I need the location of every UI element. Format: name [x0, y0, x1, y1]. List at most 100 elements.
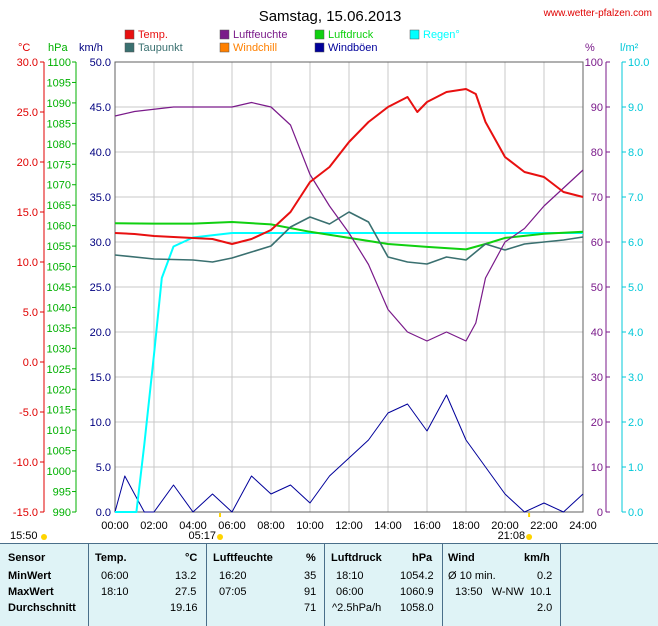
humidity-tick-label: 100 [585, 57, 603, 69]
wind-tick-label: 25.0 [90, 282, 111, 294]
x-tick-label: 10:00 [296, 520, 324, 532]
wind-tick-label: 50.0 [90, 57, 111, 69]
temp-tick-label: 10.0 [17, 257, 38, 269]
wind-unit-label: km/h [79, 42, 103, 54]
header-wind: Wind [448, 552, 475, 564]
avg-press-value: 1058.0 [400, 602, 434, 614]
summary-table: Sensor Temp. °C Luftfeuchte % Luftdruck … [0, 543, 658, 626]
wind-max-value: 10.1 [530, 586, 552, 598]
avg-wind-value: 2.0 [537, 602, 553, 614]
table-divider [324, 544, 325, 626]
rain-tick-label: 8.0 [628, 147, 643, 159]
wind-tick-label: 5.0 [96, 462, 111, 474]
rain-tick-label: 5.0 [628, 282, 643, 294]
humidity-tick-label: 50 [591, 282, 603, 294]
website-link[interactable]: www.wetter-pfalzen.com [543, 8, 652, 19]
legend-swatch-humidity [219, 29, 230, 40]
header-temp-unit: °C [185, 552, 198, 564]
pressure-tick-label: 1045 [47, 282, 71, 294]
header-humidity: Luftfeuchte [213, 552, 273, 564]
table-divider [206, 544, 207, 626]
min-temp-time: 06:00 [101, 570, 129, 582]
max-press-time: 06:00 [336, 586, 364, 598]
x-tick-label: 22:00 [530, 520, 558, 532]
temp-tick-label: 30.0 [17, 57, 38, 69]
sunrise-label: 05:17 [188, 530, 216, 540]
temp-unit-label: °C [18, 42, 30, 54]
row-label-max: MaxWert [8, 586, 54, 598]
x-tick-label: 02:00 [140, 520, 168, 532]
temp-tick-label: -10.0 [13, 457, 38, 469]
x-tick-label: 06:00 [218, 520, 246, 532]
temp-tick-label: 25.0 [17, 107, 38, 119]
pressure-tick-label: 1065 [47, 200, 71, 212]
temp-tick-label: 15.0 [17, 207, 38, 219]
humidity-tick-label: 60 [591, 237, 603, 249]
table-divider [442, 544, 443, 626]
pressure-tick-label: 1080 [47, 139, 71, 151]
rain-line [115, 232, 583, 513]
pressure-tick-label: 1075 [47, 159, 71, 171]
wind-avg-label: Ø 10 min. [448, 570, 496, 582]
pressure-tick-label: 1100 [47, 57, 71, 69]
humidity-tick-label: 30 [591, 372, 603, 384]
sunset-label: 21:08 [498, 530, 526, 540]
x-tick-label: 16:00 [413, 520, 441, 532]
rain-tick-label: 2.0 [628, 417, 643, 429]
pressure-tick-label: 1005 [47, 446, 71, 458]
max-temp-value: 27.5 [175, 586, 197, 598]
legend-swatch-rain [409, 29, 420, 40]
pressure-line [114, 221, 584, 251]
humidity-tick-label: 70 [591, 192, 603, 204]
legend-label-windchill: Windchill [233, 42, 277, 54]
pressure-tick-label: 1000 [47, 466, 71, 478]
header-wind-unit: km/h [524, 552, 550, 564]
rain-unit-label: l/m² [620, 42, 639, 54]
humidity-tick-label: 90 [591, 102, 603, 114]
header-pressure-unit: hPa [412, 552, 433, 564]
humidity-tick-label: 80 [591, 147, 603, 159]
sunrise-tick [219, 513, 222, 517]
pressure-tick-label: 1060 [47, 221, 71, 233]
pressure-tick-label: 1025 [47, 364, 71, 376]
pressure-tick-label: 1070 [47, 180, 71, 192]
rain-tick-label: 6.0 [628, 237, 643, 249]
legend-swatch-temp [124, 29, 135, 40]
x-tick-label: 24:00 [569, 520, 597, 532]
temp-tick-label: 20.0 [17, 157, 38, 169]
pressure-tick-label: 1020 [47, 384, 71, 396]
legend-swatch-gusts [314, 42, 325, 53]
header-temp: Temp. [95, 552, 127, 564]
pressure-unit-label: hPa [48, 42, 68, 54]
pressure-tick-label: 1030 [47, 343, 71, 355]
wind-tick-label: 40.0 [90, 147, 111, 159]
chart-series [114, 88, 584, 513]
min-press-value: 1054.2 [400, 570, 434, 582]
max-temp-time: 18:10 [101, 586, 129, 598]
header-pressure: Luftdruck [331, 552, 382, 564]
temp-line [114, 88, 584, 245]
pressure-tick-label: 1010 [47, 425, 71, 437]
right-axes: 100908070605040302010010.09.08.07.06.05.… [585, 57, 650, 519]
avg-temp-value: 19.16 [170, 602, 198, 614]
x-tick-label: 18:00 [452, 520, 480, 532]
legend-label-rain: Regen° [423, 29, 460, 41]
weather-chart: Samstag, 15.06.2013 www.wetter-pfalzen.c… [10, 8, 652, 540]
wind-tick-label: 20.0 [90, 327, 111, 339]
gusts-line [114, 394, 584, 513]
wind-tick-label: 35.0 [90, 192, 111, 204]
min-temp-value: 13.2 [175, 570, 197, 582]
wind-tick-label: 15.0 [90, 372, 111, 384]
min-hum-value: 35 [304, 570, 317, 582]
sunset-icon [526, 534, 533, 540]
x-tick-label: 20:00 [491, 520, 519, 532]
humidity-line [114, 101, 584, 342]
pressure-tick-label: 1095 [47, 77, 71, 89]
max-hum-time: 07:05 [219, 586, 247, 598]
table-divider [88, 544, 89, 626]
pressure-tick-label: 1055 [47, 241, 71, 253]
temp-tick-label: 0.0 [23, 357, 38, 369]
row-label-min: MinWert [8, 570, 52, 582]
axis-unit-labels: °C hPa km/h% l/m² [18, 42, 639, 54]
rain-tick-label: 7.0 [628, 192, 643, 204]
